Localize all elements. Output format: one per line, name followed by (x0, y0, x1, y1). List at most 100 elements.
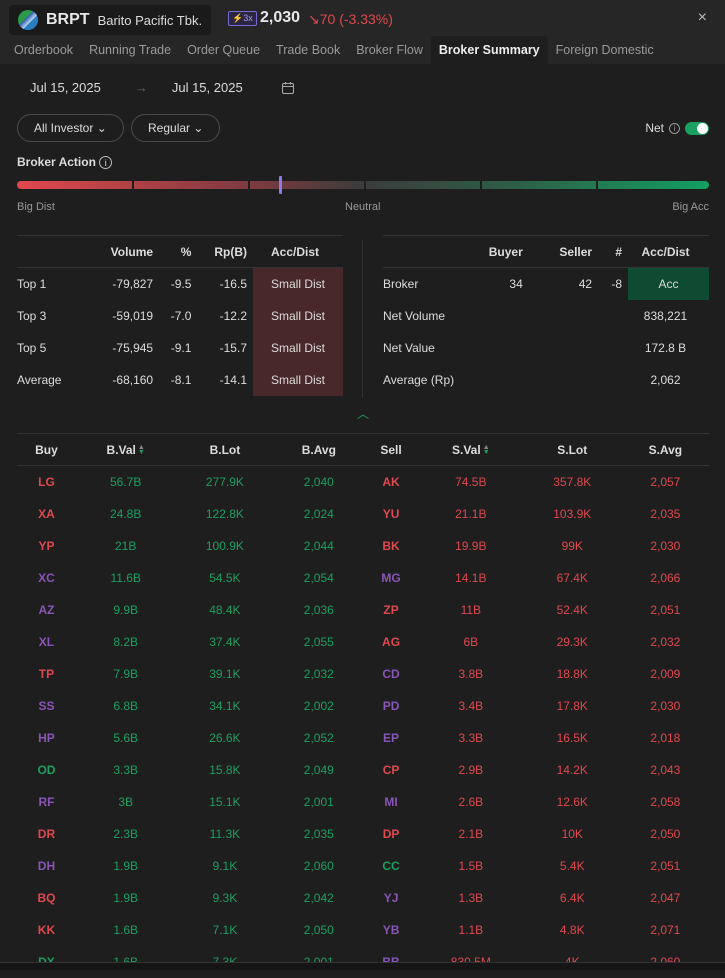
broker-action-label: Broker Action (17, 155, 96, 169)
broker-code[interactable]: MG (381, 570, 401, 585)
value-cell: 6B (463, 634, 479, 649)
broker-code[interactable]: XA (38, 506, 55, 521)
broker-code[interactable]: AK (382, 474, 400, 489)
broker-code[interactable]: HP (38, 730, 55, 745)
broker-code[interactable]: EP (383, 730, 400, 745)
value-cell: 2.1B (458, 826, 484, 841)
table-row[interactable]: KK 1.6B 7.1K 2,050 YB 1.1B 4.8K 2,071 (17, 914, 709, 946)
broker-code[interactable]: CP (382, 762, 400, 777)
table-row[interactable]: DH 1.9B 9.1K 2,060 CC 1.5B 5.4K 2,051 (17, 850, 709, 882)
summary-cell: 42 (578, 276, 593, 291)
summary-row: Top 1 -79,827 -9.5 -16.5 Small Dist (17, 267, 343, 300)
value-cell: 7.9B (113, 666, 139, 681)
value-cell: 4.8K (559, 922, 585, 937)
table-row[interactable]: AZ 9.9B 48.4K 2,036 ZP 11B 52.4K 2,051 (17, 594, 709, 626)
value-cell: 1.6B (113, 922, 139, 937)
summary-row: Average -68,160 -8.1 -14.1 Small Dist (17, 363, 343, 396)
tab-running-trade[interactable]: Running Trade (89, 43, 172, 57)
table-row[interactable]: DR 2.3B 11.3K 2,035 DP 2.1B 10K 2,050 (17, 818, 709, 850)
value-cell: 5.6B (113, 730, 139, 745)
table-row[interactable]: HP 5.6B 26.6K 2,052 EP 3.3B 16.5K 2,018 (17, 722, 709, 754)
value-cell: 26.6K (209, 730, 241, 745)
value-cell: 3.4B (458, 698, 484, 713)
column-header: Acc/Dist (253, 235, 343, 268)
broker-code[interactable]: YP (38, 538, 55, 553)
sort-icon[interactable]: ▲ ▼ (482, 444, 490, 457)
tab-trade-book[interactable]: Trade Book (276, 43, 341, 57)
summary-row: Top 3 -59,019 -7.0 -12.2 Small Dist (17, 299, 343, 332)
investor-dropdown[interactable]: All Investor ⌄ (17, 114, 124, 142)
broker-code[interactable]: CC (382, 858, 400, 873)
table-row[interactable]: XA 24.8B 122.8K 2,024 YU 21.1B 103.9K 2,035 (17, 498, 709, 530)
broker-code[interactable]: OD (37, 762, 56, 777)
broker-code[interactable]: BQ (37, 890, 56, 905)
net-toggle[interactable] (685, 121, 709, 135)
broker-code[interactable]: DP (382, 826, 400, 841)
table-row[interactable]: XL 8.2B 37.4K 2,055 AG 6B 29.3K 2,032 (17, 626, 709, 658)
table-row[interactable]: OD 3.3B 15.8K 2,049 CP 2.9B 14.2K 2,043 (17, 754, 709, 786)
ticker-chip[interactable]: BRPT Barito Pacific Tbk. (9, 5, 211, 35)
date-to[interactable]: Jul 15, 2025 (171, 80, 243, 95)
column-header-bval[interactable]: B.Val ▲ ▼ (75, 433, 176, 466)
table-row[interactable]: TP 7.9B 39.1K 2,032 CD 3.8B 18.8K 2,009 (17, 658, 709, 690)
column-header-sval[interactable]: S.Val ▲ ▼ (418, 433, 523, 466)
table-row[interactable]: XC 11.6B 54.5K 2,054 MG 14.1B 67.4K 2,066 (17, 562, 709, 594)
broker-code[interactable]: AZ (38, 602, 55, 617)
broker-code[interactable]: LG (38, 474, 55, 489)
bar-segment-divider (480, 181, 482, 189)
table-row[interactable]: LG 56.7B 277.9K 2,040 AK 74.5B 357.8K 2,057 (17, 466, 709, 498)
collapse-chevron-up-icon[interactable]: ︿ (357, 407, 370, 421)
tab-broker-summary[interactable]: Broker Summary (430, 36, 548, 64)
broker-code[interactable]: SS (38, 698, 55, 713)
tab-foreign-domestic[interactable]: Foreign Domestic (555, 43, 654, 57)
tab-order-queue[interactable]: Order Queue (187, 43, 261, 57)
broker-code[interactable]: DR (37, 826, 56, 841)
broker-code[interactable]: DH (37, 858, 56, 873)
summary-row: Net Volume 838,221 (383, 300, 709, 332)
value-cell: 6.4K (559, 890, 585, 905)
value-cell: 54.5K (209, 570, 241, 585)
broker-code[interactable]: YB (382, 922, 400, 937)
chevron-down-icon: ⌄ (96, 121, 107, 135)
date-from[interactable]: Jul 15, 2025 (30, 80, 101, 95)
broker-code[interactable]: XL (38, 634, 55, 649)
broker-code[interactable]: MI (384, 794, 398, 809)
tab-broker-flow[interactable]: Broker Flow (356, 43, 423, 57)
value-cell: 2.6B (458, 794, 484, 809)
value-cell: 6.8B (113, 698, 139, 713)
broker-code[interactable]: BK (382, 538, 400, 553)
broker-code[interactable]: XC (38, 570, 55, 585)
calendar-icon[interactable] (281, 81, 295, 95)
column-header-bavg: B.Avg (274, 433, 364, 466)
info-icon[interactable]: i (669, 122, 680, 134)
header-label: B.Avg (301, 442, 336, 457)
horizontal-scrollbar[interactable] (0, 962, 725, 970)
broker-code[interactable]: AG (382, 634, 401, 649)
broker-code[interactable]: ZP (383, 602, 399, 617)
broker-code[interactable]: YU (382, 506, 400, 521)
sort-icon[interactable]: ▲ ▼ (137, 444, 145, 457)
value-cell: 2,055 (303, 634, 334, 649)
broker-code[interactable]: KK (37, 922, 56, 937)
column-header-savg: S.Avg (621, 433, 709, 466)
table-row[interactable]: RF 3B 15.1K 2,001 MI 2.6B 12.6K 2,058 (17, 786, 709, 818)
tab-orderbook[interactable]: Orderbook (14, 43, 74, 57)
info-icon[interactable]: i (99, 156, 113, 169)
broker-code[interactable]: TP (38, 666, 55, 681)
date-range[interactable]: Jul 15, 2025 → Jul 15, 2025 (30, 80, 295, 95)
table-row[interactable]: YP 21B 100.9K 2,044 BK 19.9B 99K 2,030 (17, 530, 709, 562)
market-dropdown[interactable]: Regular ⌄ (131, 114, 221, 142)
broker-code[interactable]: RF (38, 794, 55, 809)
broker-code[interactable]: YJ (383, 890, 399, 905)
broker-code[interactable]: CD (382, 666, 400, 681)
broker-code[interactable]: PD (382, 698, 400, 713)
value-cell: 10K (561, 826, 583, 841)
value-cell: 24.8B (110, 506, 142, 521)
summary-cell: 34 (509, 276, 523, 291)
close-icon[interactable]: × (697, 9, 707, 26)
value-cell: 34.1K (209, 698, 241, 713)
table-row[interactable]: BQ 1.9B 9.3K 2,042 YJ 1.3B 6.4K 2,047 (17, 882, 709, 914)
value-cell: 17.8K (556, 698, 588, 713)
summary-cell: -15.7 (219, 340, 247, 355)
table-row[interactable]: SS 6.8B 34.1K 2,002 PD 3.4B 17.8K 2,030 (17, 690, 709, 722)
